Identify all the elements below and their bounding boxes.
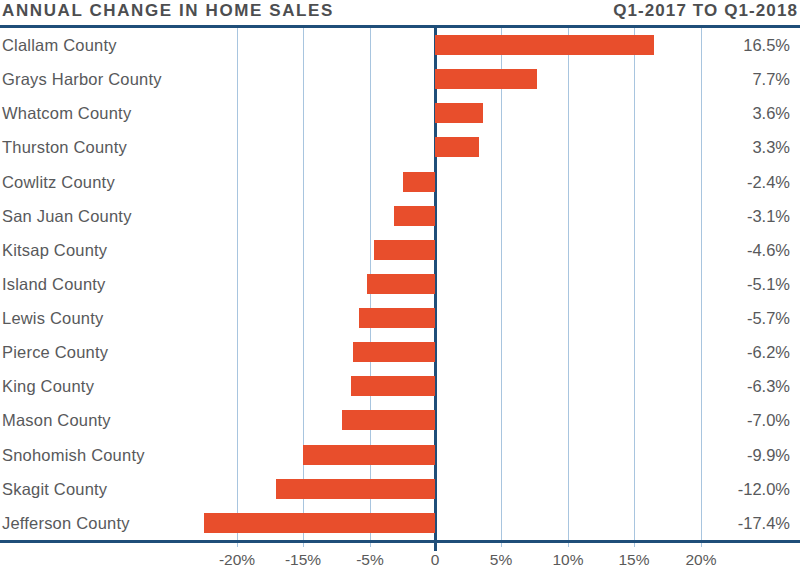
value-label: -2.4% [747, 165, 790, 199]
bar [359, 308, 435, 328]
x-tick-label: -20% [219, 551, 255, 569]
county-label: Island County [2, 267, 106, 301]
x-tick-label: 0 [431, 551, 440, 569]
value-label: 3.6% [752, 96, 790, 130]
bar [435, 103, 483, 123]
bar-row: Lewis County -5.7% [0, 301, 800, 335]
x-tick-label: 15% [618, 551, 649, 569]
county-label: Pierce County [2, 335, 108, 369]
county-label: Whatcom County [2, 96, 131, 130]
x-tick-label: 10% [552, 551, 583, 569]
bar [435, 35, 654, 55]
value-label: 3.3% [752, 130, 790, 164]
county-label: Jefferson County [2, 506, 130, 540]
bottom-rule [0, 540, 800, 543]
x-tick-label: -5% [356, 551, 384, 569]
bar [276, 479, 435, 499]
chart-container: ANNUAL CHANGE IN HOME SALES Q1-2017 TO Q… [0, 0, 800, 582]
value-label: -6.2% [747, 335, 790, 369]
chart-period: Q1-2017 TO Q1-2018 [613, 1, 800, 21]
value-label: -3.1% [747, 199, 790, 233]
county-label: Mason County [2, 403, 111, 437]
bar-row: Jefferson County -17.4% [0, 506, 800, 540]
county-label: Skagit County [2, 472, 107, 506]
bar [394, 206, 435, 226]
bar-row: Island County -5.1% [0, 267, 800, 301]
bar-row: Thurston County 3.3% [0, 130, 800, 164]
value-label: 7.7% [752, 62, 790, 96]
value-label: -6.3% [747, 369, 790, 403]
bar-row: San Juan County -3.1% [0, 199, 800, 233]
bar-row: Kitsap County -4.6% [0, 233, 800, 267]
bar [342, 410, 435, 430]
county-label: Grays Harbor County [2, 62, 162, 96]
value-label: 16.5% [743, 28, 790, 62]
bar-row: Mason County -7.0% [0, 403, 800, 437]
bar-row: Skagit County -12.0% [0, 472, 800, 506]
bar [435, 69, 537, 89]
value-label: -17.4% [738, 506, 790, 540]
bar [351, 376, 435, 396]
bar-row: Whatcom County 3.6% [0, 96, 800, 130]
value-label: -9.9% [747, 438, 790, 472]
bar-row: Pierce County -6.2% [0, 335, 800, 369]
bar [204, 513, 435, 533]
x-tick-label: -15% [285, 551, 321, 569]
bar-row: Clallam County 16.5% [0, 28, 800, 62]
value-label: -12.0% [738, 472, 790, 506]
bar [435, 137, 479, 157]
bar [374, 240, 435, 260]
bar [367, 274, 435, 294]
x-tick-label: 20% [685, 551, 716, 569]
chart-header: ANNUAL CHANGE IN HOME SALES Q1-2017 TO Q… [0, 1, 800, 25]
county-label: Thurston County [2, 130, 127, 164]
county-label: Snohomish County [2, 438, 145, 472]
top-rule [0, 25, 800, 28]
bar [353, 342, 435, 362]
county-label: King County [2, 369, 94, 403]
value-label: -7.0% [747, 403, 790, 437]
value-label: -5.7% [747, 301, 790, 335]
chart-title: ANNUAL CHANGE IN HOME SALES [0, 1, 334, 21]
x-tick-label: 5% [490, 551, 512, 569]
bar-row: Cowlitz County -2.4% [0, 165, 800, 199]
county-label: Clallam County [2, 28, 117, 62]
bar-row: Grays Harbor County 7.7% [0, 62, 800, 96]
value-label: -5.1% [747, 267, 790, 301]
bar [403, 172, 435, 192]
county-label: San Juan County [2, 199, 132, 233]
bar-row: Snohomish County -9.9% [0, 438, 800, 472]
county-label: Kitsap County [2, 233, 107, 267]
county-label: Cowlitz County [2, 165, 115, 199]
value-label: -4.6% [747, 233, 790, 267]
plot-area: -20% -15% -5% 0 5% 10% 15% 20% Clallam County 16.… [0, 28, 800, 582]
bar-row: King County -6.3% [0, 369, 800, 403]
bar [303, 445, 435, 465]
county-label: Lewis County [2, 301, 103, 335]
